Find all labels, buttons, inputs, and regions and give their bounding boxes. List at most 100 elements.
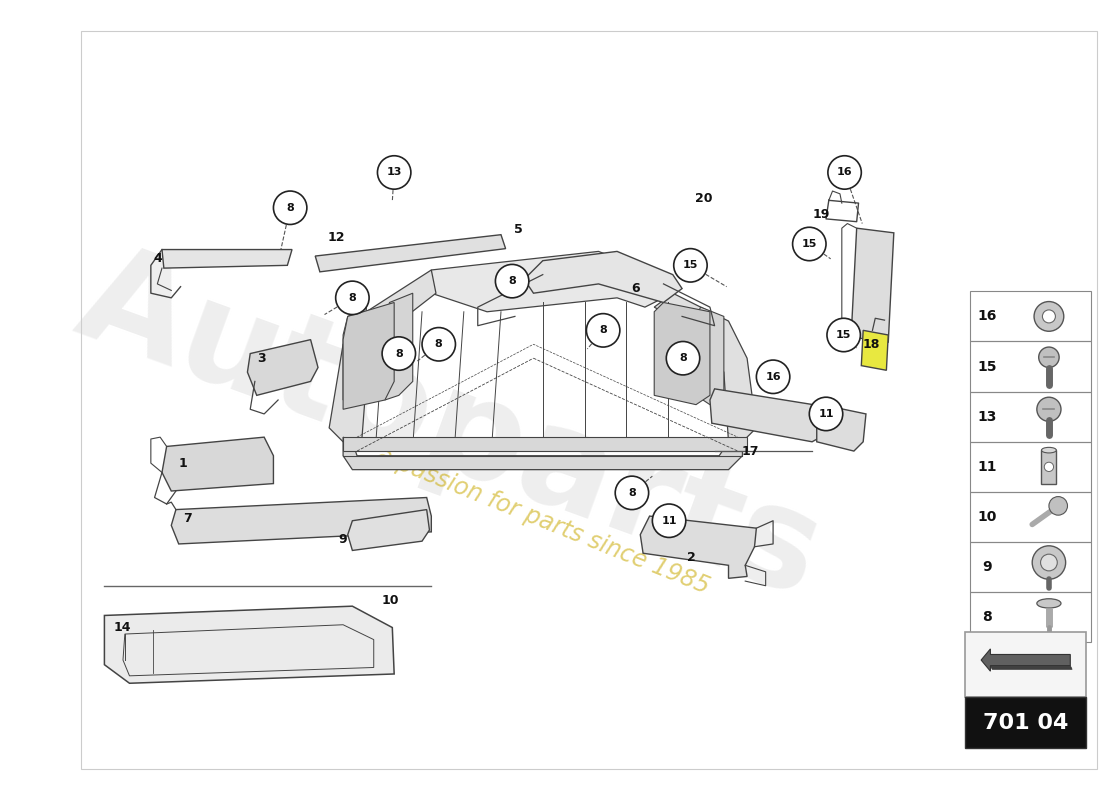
Polygon shape (329, 270, 436, 442)
Text: 8: 8 (395, 349, 403, 358)
Bar (970, 592, 1091, 642)
Polygon shape (990, 666, 1072, 670)
Bar (970, 342, 1091, 392)
Text: 18: 18 (862, 338, 880, 350)
Text: 8: 8 (286, 202, 294, 213)
Circle shape (673, 249, 707, 282)
Circle shape (828, 156, 861, 189)
Text: 9: 9 (339, 533, 348, 546)
Text: 10: 10 (977, 510, 997, 524)
Circle shape (336, 281, 370, 314)
Circle shape (1038, 347, 1059, 367)
Text: 8: 8 (508, 276, 516, 286)
Circle shape (810, 398, 843, 430)
Circle shape (1037, 398, 1062, 422)
Text: 11: 11 (977, 460, 997, 474)
Circle shape (422, 327, 455, 361)
Ellipse shape (1042, 447, 1056, 453)
Text: 8: 8 (679, 354, 686, 363)
Circle shape (495, 265, 529, 298)
Polygon shape (343, 437, 747, 451)
Polygon shape (654, 293, 757, 442)
Circle shape (1041, 554, 1057, 571)
Circle shape (586, 314, 620, 347)
Text: 11: 11 (818, 409, 834, 419)
Circle shape (757, 360, 790, 394)
Text: 9: 9 (982, 560, 991, 574)
Polygon shape (343, 307, 366, 400)
Circle shape (615, 476, 649, 510)
Text: 20: 20 (695, 192, 712, 205)
Text: 11: 11 (661, 516, 676, 526)
Text: 8: 8 (982, 610, 991, 624)
Polygon shape (162, 250, 292, 268)
Circle shape (652, 504, 685, 538)
Circle shape (1034, 302, 1064, 331)
Text: 12: 12 (328, 231, 345, 244)
Circle shape (827, 318, 860, 352)
Circle shape (1032, 546, 1066, 579)
Polygon shape (640, 516, 757, 578)
Circle shape (793, 227, 826, 261)
Circle shape (1044, 462, 1054, 471)
Polygon shape (162, 437, 274, 491)
Text: 16: 16 (977, 310, 997, 323)
Polygon shape (851, 228, 894, 342)
Text: a passion for parts since 1985: a passion for parts since 1985 (373, 442, 713, 598)
Text: 19: 19 (813, 208, 830, 221)
Text: 14: 14 (113, 621, 131, 634)
Text: 13: 13 (977, 410, 997, 424)
Text: 8: 8 (434, 339, 442, 350)
Text: 4: 4 (153, 252, 162, 266)
Text: 15: 15 (802, 239, 817, 249)
Text: 6: 6 (631, 282, 640, 295)
Polygon shape (696, 307, 724, 405)
Bar (970, 442, 1091, 492)
Polygon shape (654, 302, 710, 405)
Polygon shape (861, 330, 889, 370)
Polygon shape (981, 649, 1070, 671)
Text: 17: 17 (741, 445, 759, 458)
Ellipse shape (1037, 598, 1062, 608)
Text: 3: 3 (257, 352, 266, 365)
Text: 1: 1 (179, 457, 188, 470)
Bar (970, 492, 1091, 542)
Polygon shape (343, 437, 742, 470)
Bar (966, 697, 1086, 748)
Text: 15: 15 (836, 330, 851, 340)
Polygon shape (525, 251, 682, 302)
Polygon shape (816, 405, 866, 451)
Text: 15: 15 (977, 359, 997, 374)
Text: 701 04: 701 04 (983, 713, 1068, 733)
Text: 16: 16 (837, 167, 852, 178)
Polygon shape (248, 340, 318, 395)
Polygon shape (348, 510, 429, 550)
Text: 5: 5 (514, 222, 522, 236)
Text: 15: 15 (683, 260, 698, 270)
Text: 16: 16 (766, 372, 781, 382)
Circle shape (1043, 310, 1055, 323)
Circle shape (1049, 497, 1067, 515)
Text: Autoparts: Autoparts (60, 231, 839, 625)
Circle shape (667, 342, 700, 375)
Text: 2: 2 (688, 551, 695, 564)
Bar (970, 291, 1091, 342)
Text: 8: 8 (628, 488, 636, 498)
Polygon shape (385, 293, 412, 400)
Circle shape (382, 337, 416, 370)
Polygon shape (316, 234, 506, 272)
Polygon shape (172, 498, 431, 544)
Text: 13: 13 (386, 167, 402, 178)
Text: 8: 8 (600, 326, 607, 335)
Text: 10: 10 (382, 594, 399, 607)
Bar (970, 392, 1091, 442)
Bar (970, 542, 1091, 592)
Bar (966, 632, 1086, 697)
Text: 7: 7 (184, 512, 192, 526)
Polygon shape (104, 606, 394, 683)
Polygon shape (710, 389, 830, 442)
Polygon shape (431, 251, 673, 312)
Polygon shape (343, 302, 394, 410)
Circle shape (377, 156, 411, 189)
Circle shape (274, 191, 307, 225)
